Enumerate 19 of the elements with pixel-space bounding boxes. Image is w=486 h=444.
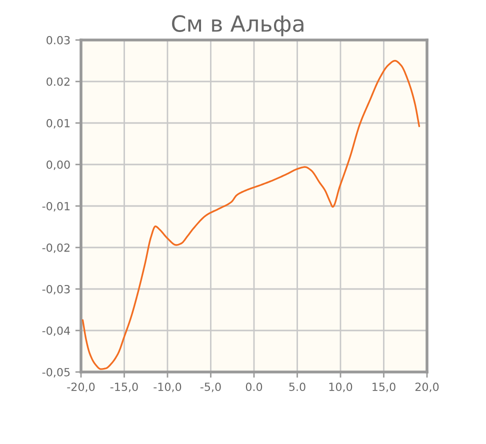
chart-title: См в Альфа — [172, 15, 304, 36]
y-tick-label: -0,03 — [42, 284, 70, 295]
x-tick-label: 5.0 — [289, 382, 306, 392]
y-tick-label: -0,02 — [42, 243, 70, 254]
y-tick-label: -0,04 — [42, 326, 70, 336]
x-tick-label: 20,0 — [415, 382, 439, 392]
y-tick-label: 0.02 — [46, 77, 70, 86]
y-tick-label: 0,00 — [46, 160, 70, 170]
y-tick-label: -0,01 — [42, 202, 70, 212]
y-tick-label: -0,05 — [42, 368, 70, 378]
x-tick-label: -10,0 — [154, 382, 182, 392]
x-tick-label: 15,0 — [372, 382, 396, 392]
x-tick-label: 10,0 — [329, 382, 352, 392]
y-tick-label: 0,01 — [46, 118, 70, 129]
x-tick-label: 0.0 — [246, 382, 262, 392]
y-tick-label: 0.03 — [46, 36, 70, 44]
x-tick-label: -20,0 — [67, 382, 95, 392]
x-tick-label: -15,0 — [110, 382, 138, 392]
x-tick-label: -5,0 — [200, 382, 221, 392]
